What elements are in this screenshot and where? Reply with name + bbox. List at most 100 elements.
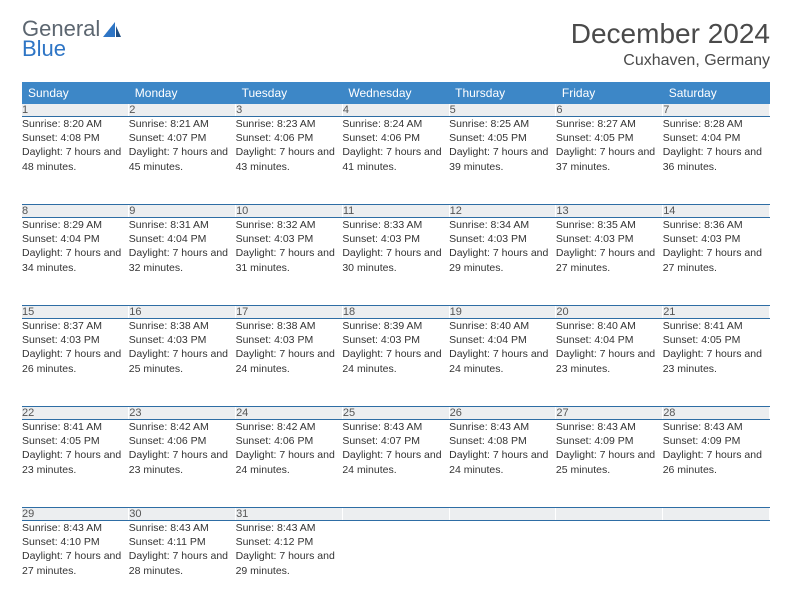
sunset-line: Sunset: 4:07 PM <box>342 434 449 448</box>
weekday-header: Wednesday <box>342 82 449 104</box>
day-cell: Sunrise: 8:21 AMSunset: 4:07 PMDaylight:… <box>129 117 236 205</box>
day-cell: Sunrise: 8:42 AMSunset: 4:06 PMDaylight:… <box>129 420 236 508</box>
day-cell: Sunrise: 8:20 AMSunset: 4:08 PMDaylight:… <box>22 117 129 205</box>
sunset-line: Sunset: 4:03 PM <box>663 232 770 246</box>
sunrise-line: Sunrise: 8:38 AM <box>129 319 236 333</box>
day-number: 16 <box>129 306 236 319</box>
day-number: 15 <box>22 306 129 319</box>
day-number: 10 <box>236 205 343 218</box>
title-block: December 2024 Cuxhaven, Germany <box>571 18 770 70</box>
daylight-line: Daylight: 7 hours and 24 minutes. <box>236 347 343 375</box>
daylight-line: Daylight: 7 hours and 24 minutes. <box>342 448 449 476</box>
sunset-line: Sunset: 4:05 PM <box>663 333 770 347</box>
daylight-line: Daylight: 7 hours and 27 minutes. <box>22 549 129 577</box>
day-cell: Sunrise: 8:29 AMSunset: 4:04 PMDaylight:… <box>22 218 129 306</box>
daylight-line: Daylight: 7 hours and 23 minutes. <box>556 347 663 375</box>
sunset-line: Sunset: 4:06 PM <box>236 131 343 145</box>
day-cell-empty <box>449 521 556 609</box>
day-cell: Sunrise: 8:32 AMSunset: 4:03 PMDaylight:… <box>236 218 343 306</box>
sunset-line: Sunset: 4:03 PM <box>236 232 343 246</box>
day-cell: Sunrise: 8:43 AMSunset: 4:07 PMDaylight:… <box>342 420 449 508</box>
day-cell: Sunrise: 8:40 AMSunset: 4:04 PMDaylight:… <box>556 319 663 407</box>
day-number: 3 <box>236 104 343 117</box>
day-number: 27 <box>556 407 663 420</box>
day-number: 28 <box>663 407 770 420</box>
sunrise-line: Sunrise: 8:36 AM <box>663 218 770 232</box>
day-number: 23 <box>129 407 236 420</box>
sunrise-line: Sunrise: 8:31 AM <box>129 218 236 232</box>
weekday-header: Monday <box>129 82 236 104</box>
day-cell: Sunrise: 8:33 AMSunset: 4:03 PMDaylight:… <box>342 218 449 306</box>
sunrise-line: Sunrise: 8:32 AM <box>236 218 343 232</box>
sunrise-line: Sunrise: 8:43 AM <box>449 420 556 434</box>
daynum-row: 891011121314 <box>22 205 770 218</box>
daylight-line: Daylight: 7 hours and 30 minutes. <box>342 246 449 274</box>
sunset-line: Sunset: 4:05 PM <box>556 131 663 145</box>
day-cell: Sunrise: 8:43 AMSunset: 4:09 PMDaylight:… <box>556 420 663 508</box>
daynum-row: 15161718192021 <box>22 306 770 319</box>
sunrise-line: Sunrise: 8:42 AM <box>236 420 343 434</box>
sunrise-line: Sunrise: 8:33 AM <box>342 218 449 232</box>
sunset-line: Sunset: 4:03 PM <box>342 333 449 347</box>
day-number: 30 <box>129 508 236 521</box>
day-cell: Sunrise: 8:25 AMSunset: 4:05 PMDaylight:… <box>449 117 556 205</box>
day-number: 5 <box>449 104 556 117</box>
day-cell: Sunrise: 8:28 AMSunset: 4:04 PMDaylight:… <box>663 117 770 205</box>
day-cell: Sunrise: 8:24 AMSunset: 4:06 PMDaylight:… <box>342 117 449 205</box>
sunrise-line: Sunrise: 8:42 AM <box>129 420 236 434</box>
daylight-line: Daylight: 7 hours and 24 minutes. <box>236 448 343 476</box>
day-number: 24 <box>236 407 343 420</box>
header: General Blue December 2024 Cuxhaven, Ger… <box>22 18 770 70</box>
day-number: 18 <box>342 306 449 319</box>
sunset-line: Sunset: 4:06 PM <box>129 434 236 448</box>
daycell-row: Sunrise: 8:20 AMSunset: 4:08 PMDaylight:… <box>22 117 770 205</box>
day-number: 25 <box>342 407 449 420</box>
day-cell: Sunrise: 8:27 AMSunset: 4:05 PMDaylight:… <box>556 117 663 205</box>
sunrise-line: Sunrise: 8:24 AM <box>342 117 449 131</box>
weekday-header-row: Sunday Monday Tuesday Wednesday Thursday… <box>22 82 770 104</box>
day-cell: Sunrise: 8:34 AMSunset: 4:03 PMDaylight:… <box>449 218 556 306</box>
sunrise-line: Sunrise: 8:25 AM <box>449 117 556 131</box>
daylight-line: Daylight: 7 hours and 29 minutes. <box>236 549 343 577</box>
day-number: 12 <box>449 205 556 218</box>
day-cell: Sunrise: 8:38 AMSunset: 4:03 PMDaylight:… <box>129 319 236 407</box>
day-number: 20 <box>556 306 663 319</box>
daynum-row: 1234567 <box>22 104 770 117</box>
day-number-empty <box>342 508 449 521</box>
sunset-line: Sunset: 4:03 PM <box>129 333 236 347</box>
sunrise-line: Sunrise: 8:27 AM <box>556 117 663 131</box>
daycell-row: Sunrise: 8:29 AMSunset: 4:04 PMDaylight:… <box>22 218 770 306</box>
day-number-empty <box>449 508 556 521</box>
day-number: 22 <box>22 407 129 420</box>
sunset-line: Sunset: 4:03 PM <box>236 333 343 347</box>
daylight-line: Daylight: 7 hours and 28 minutes. <box>129 549 236 577</box>
sunset-line: Sunset: 4:03 PM <box>342 232 449 246</box>
day-cell: Sunrise: 8:40 AMSunset: 4:04 PMDaylight:… <box>449 319 556 407</box>
day-number: 1 <box>22 104 129 117</box>
daycell-row: Sunrise: 8:43 AMSunset: 4:10 PMDaylight:… <box>22 521 770 609</box>
daylight-line: Daylight: 7 hours and 24 minutes. <box>342 347 449 375</box>
day-number: 11 <box>342 205 449 218</box>
daycell-row: Sunrise: 8:41 AMSunset: 4:05 PMDaylight:… <box>22 420 770 508</box>
day-cell: Sunrise: 8:23 AMSunset: 4:06 PMDaylight:… <box>236 117 343 205</box>
sunrise-line: Sunrise: 8:21 AM <box>129 117 236 131</box>
daylight-line: Daylight: 7 hours and 23 minutes. <box>129 448 236 476</box>
sunset-line: Sunset: 4:04 PM <box>556 333 663 347</box>
sunrise-line: Sunrise: 8:39 AM <box>342 319 449 333</box>
sunset-line: Sunset: 4:11 PM <box>129 535 236 549</box>
day-number: 21 <box>663 306 770 319</box>
day-cell: Sunrise: 8:43 AMSunset: 4:12 PMDaylight:… <box>236 521 343 609</box>
daylight-line: Daylight: 7 hours and 32 minutes. <box>129 246 236 274</box>
weekday-header: Friday <box>556 82 663 104</box>
daylight-line: Daylight: 7 hours and 48 minutes. <box>22 145 129 173</box>
sunrise-line: Sunrise: 8:41 AM <box>663 319 770 333</box>
day-number: 29 <box>22 508 129 521</box>
sunrise-line: Sunrise: 8:34 AM <box>449 218 556 232</box>
weekday-header: Saturday <box>663 82 770 104</box>
day-cell: Sunrise: 8:38 AMSunset: 4:03 PMDaylight:… <box>236 319 343 407</box>
daylight-line: Daylight: 7 hours and 23 minutes. <box>663 347 770 375</box>
day-cell: Sunrise: 8:43 AMSunset: 4:11 PMDaylight:… <box>129 521 236 609</box>
day-cell: Sunrise: 8:35 AMSunset: 4:03 PMDaylight:… <box>556 218 663 306</box>
page-title: December 2024 <box>571 18 770 50</box>
day-number: 9 <box>129 205 236 218</box>
